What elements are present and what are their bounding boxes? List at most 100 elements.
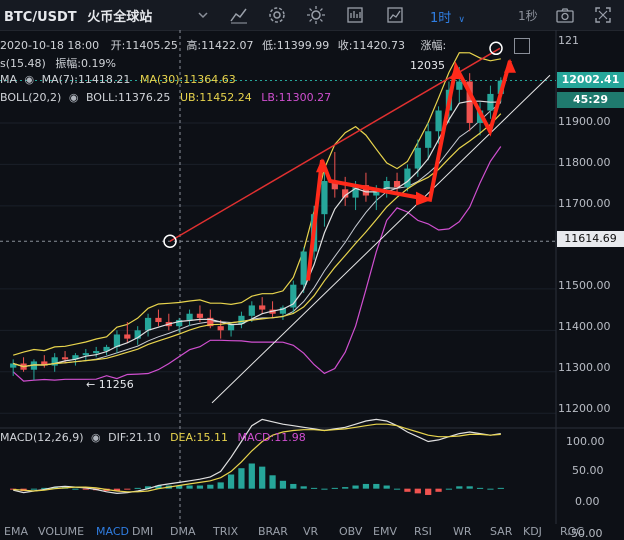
candle-body	[186, 313, 193, 320]
macd-label: MACD:	[237, 431, 275, 444]
boll-lower-line	[12, 146, 502, 382]
symbol-selector[interactable]: BTC/USDT 火币全球站	[4, 6, 152, 25]
dropdown-icon[interactable]	[192, 4, 214, 26]
price-tick: 11400.00	[558, 320, 611, 333]
pair-label: BTC/USDT	[4, 10, 77, 25]
candle-body	[456, 81, 463, 90]
candle-body	[383, 181, 390, 190]
eye-icon[interactable]: ◉	[24, 73, 35, 86]
candle-body	[425, 131, 432, 148]
candle-body	[82, 353, 89, 356]
chart-expand-icon[interactable]	[514, 38, 530, 54]
candle-body	[196, 313, 204, 318]
settings-gear-icon[interactable]	[266, 4, 288, 26]
macd-histogram-bar	[186, 485, 193, 489]
eye-icon[interactable]: ◉	[91, 431, 101, 444]
macd-histogram-bar	[155, 485, 162, 489]
price-tick: 11700.00	[558, 197, 611, 210]
amplitude-info-line: s(15.48) 振幅:0.19%	[0, 55, 116, 71]
macd-histogram-bar	[414, 488, 421, 494]
top-toolbar: BTC/USDT 火币全球站 1时 ∨ 1秒	[0, 0, 624, 31]
arrow-head	[316, 158, 328, 173]
low-value: 11399.99	[276, 39, 330, 52]
trendline-handle-right	[489, 41, 503, 56]
macd-histogram-bar	[300, 486, 307, 489]
lb-value: 11300.27	[278, 91, 332, 104]
macd-histogram-bar	[445, 488, 453, 490]
boll-label: BOLL:	[85, 91, 118, 104]
macd-histogram-bar	[259, 466, 266, 489]
close-label: 收:	[337, 39, 353, 52]
macd-histogram-bar	[425, 488, 432, 495]
macd-info-line: MACD(12,26,9) ◉ DIF:21.10 DEA:15.11 MACD…	[0, 431, 306, 444]
candle-body	[207, 317, 214, 327]
indicator-tab-macd[interactable]: MACD	[96, 525, 129, 538]
macd-dea-line	[13, 423, 501, 493]
candle-body	[61, 357, 69, 360]
indicator-tab-vr[interactable]: VR	[303, 525, 319, 538]
indicator-tab-sar[interactable]: SAR	[490, 525, 513, 538]
amplitude-label: 振幅:	[55, 57, 82, 70]
macd-histogram-bar	[456, 486, 463, 489]
candle-body	[30, 361, 38, 370]
candle-body	[352, 185, 359, 198]
moving-average-lines	[13, 100, 502, 368]
macd-histogram-bar	[207, 484, 214, 489]
price-tick: 11800.00	[558, 156, 611, 169]
macd-histogram-bar	[176, 485, 183, 489]
macd-histogram-bar	[497, 487, 504, 489]
indicator-tab-dma[interactable]: DMA	[170, 525, 196, 538]
low-label: 低:	[262, 39, 277, 52]
candle-body	[227, 324, 235, 331]
chart-canvas[interactable]	[0, 30, 624, 524]
seconds-toggle[interactable]: 1秒	[518, 9, 538, 23]
macd-histogram-bar	[310, 487, 318, 489]
macd-histogram-bar	[124, 488, 131, 490]
arrow-head	[504, 58, 516, 73]
indicator-tab-brar[interactable]: BRAR	[258, 525, 288, 538]
indicator-tab-ema[interactable]: EMA	[4, 525, 28, 538]
interval-selector[interactable]: 1时 ∨	[430, 7, 465, 26]
theme-sun-icon[interactable]	[305, 4, 327, 26]
dea-value: 15.11	[196, 431, 229, 444]
ma30-label: MA(30):	[139, 73, 184, 86]
candle-body	[259, 305, 266, 310]
candle-body	[93, 351, 100, 354]
indicator-tab-obv[interactable]: OBV	[339, 525, 363, 538]
interval-label: 1时	[430, 11, 452, 26]
user-drawings	[163, 41, 551, 404]
indicator-tab-rsi[interactable]: RSI	[414, 525, 432, 538]
macd-histogram-bar	[72, 488, 79, 490]
candle-body	[362, 185, 370, 196]
grid-lines	[0, 30, 624, 524]
chart-type-icon[interactable]	[344, 4, 366, 26]
ub-label: UB:	[179, 91, 200, 104]
macd-histogram-bar	[82, 488, 89, 490]
countdown-badge: 45:29	[557, 92, 624, 108]
chevron-down-icon: ∨	[458, 15, 466, 25]
arrow-head	[450, 64, 462, 79]
fullscreen-icon[interactable]	[592, 4, 614, 26]
indicator-icon[interactable]	[228, 4, 250, 26]
indicator-tab-kdj[interactable]: KDJ	[523, 525, 542, 538]
candle-body	[414, 147, 421, 169]
candle-body	[72, 355, 79, 360]
eye-icon[interactable]: ◉	[68, 91, 79, 104]
indicator-tab-roc[interactable]: ROC	[560, 525, 584, 538]
candle-body	[144, 317, 152, 331]
indicator-tab-trix[interactable]: TRIX	[213, 525, 239, 538]
candle-body	[300, 251, 307, 285]
candle-body	[10, 363, 17, 368]
macd-histogram-bar	[352, 485, 359, 489]
screenshot-camera-icon[interactable]	[554, 4, 576, 26]
indicator-tab-volume[interactable]: VOLUME	[38, 525, 85, 538]
price-tick: 11500.00	[558, 279, 611, 292]
indicator-tab-wr[interactable]: WR	[453, 525, 472, 538]
amplitude-value: 0.19%	[81, 57, 116, 70]
indicator-tab-emv[interactable]: EMV	[373, 525, 397, 538]
indicator-tab-dmi[interactable]: DMI	[132, 525, 154, 538]
dif-value: 21.10	[129, 431, 161, 444]
candle-body	[466, 81, 473, 123]
depth-chart-icon[interactable]	[384, 4, 406, 26]
macd-prefix: MACD(12,26,9)	[0, 431, 84, 444]
